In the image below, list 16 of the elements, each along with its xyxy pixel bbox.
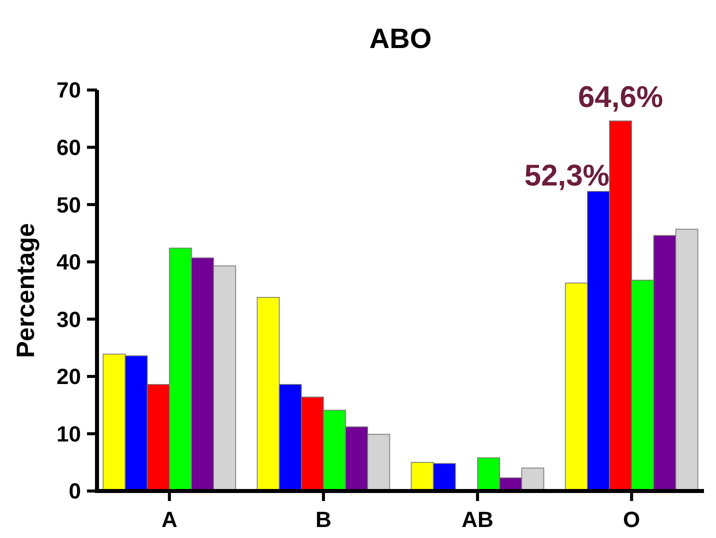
data-label: 52,3% [524, 159, 610, 192]
y-tick-label: 30 [56, 306, 81, 332]
y-tick-label: 0 [68, 478, 81, 504]
y-tick-label: 70 [56, 78, 81, 103]
y-tick-label: 20 [56, 364, 81, 390]
data-label: 64,6% [578, 80, 664, 114]
x-tick-label: A [161, 507, 178, 532]
chart-title: ABO [369, 23, 432, 54]
y-axis-title: Percentage [12, 223, 40, 358]
y-tick-label: 60 [56, 134, 81, 160]
x-tick-label: B [316, 507, 332, 532]
x-tick-label: O [623, 507, 640, 532]
y-tick-label: 40 [56, 250, 81, 275]
y-tick-label: 50 [56, 192, 81, 218]
y-tick-label: 10 [56, 421, 81, 446]
x-tick-label: AB [462, 507, 494, 532]
